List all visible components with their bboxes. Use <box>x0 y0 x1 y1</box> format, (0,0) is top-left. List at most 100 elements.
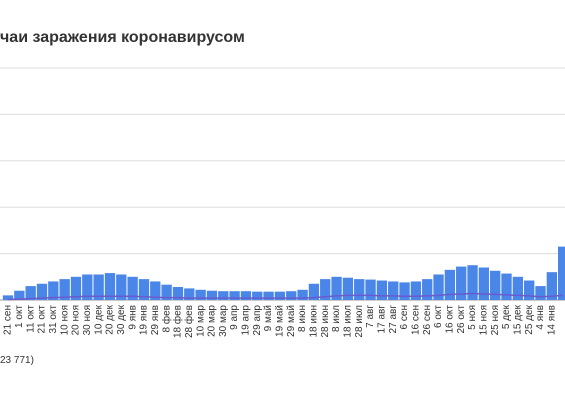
bar <box>297 289 308 300</box>
x-tick-label: 25 дек <box>524 304 535 334</box>
bar <box>93 274 104 300</box>
bar <box>274 291 286 300</box>
x-tick-label: 15 ноя <box>479 305 490 335</box>
x-tick-label: 30 мар <box>218 305 229 337</box>
bar <box>558 246 565 300</box>
x-tick-label: 6 окт <box>433 305 444 328</box>
x-tick-label: 10 дек <box>93 304 104 334</box>
bar <box>127 276 138 300</box>
bar <box>252 291 263 300</box>
x-tick-label: 31 окт <box>48 305 59 334</box>
bar <box>376 280 388 300</box>
bar <box>150 281 161 300</box>
x-tick-label: 9 янв <box>127 305 138 330</box>
x-tick-label: 8 фев <box>160 305 172 332</box>
footnote: 23 771) <box>0 355 34 366</box>
bar <box>535 286 546 300</box>
bar <box>263 291 274 300</box>
bar <box>116 274 127 300</box>
bar <box>354 279 365 300</box>
bar <box>218 291 229 300</box>
x-tick-label: 4 янв <box>535 305 546 330</box>
x-tick-label: 5 дек <box>501 304 512 329</box>
bar <box>501 273 512 300</box>
x-tick-label: 20 дек <box>105 304 116 334</box>
line <box>7 292 564 301</box>
x-tick-label: 16 окт <box>445 305 456 334</box>
x-tick-label: 16 сен <box>411 305 422 335</box>
x-tick-label: 21 сен <box>3 305 14 335</box>
x-tick-label: 10 ноя <box>59 305 70 335</box>
x-tick-label: 15 дек <box>512 304 523 334</box>
x-tick-label: 18 июл <box>343 305 354 338</box>
x-tick-label: 27 авг <box>388 305 399 334</box>
bar <box>365 279 376 300</box>
x-tick-label: 29 май <box>286 305 297 337</box>
bar <box>25 286 36 300</box>
bar <box>490 270 501 300</box>
x-tick-label: 26 сен <box>422 305 433 335</box>
x-tick-label: 26 окт <box>456 305 467 334</box>
x-tick-label: 20 мар <box>207 305 218 337</box>
bar <box>286 291 297 300</box>
x-tick-label: 29 апр <box>252 305 263 336</box>
x-tick-label: 28 июл <box>354 305 365 338</box>
chart-title: чаи заражения коронавирусом <box>0 29 245 46</box>
bar <box>512 276 524 300</box>
bar <box>240 291 252 300</box>
bar <box>331 276 342 300</box>
bar <box>36 283 48 300</box>
x-tick-label: 29 янв <box>150 305 161 335</box>
x-tick-label: 28 фев <box>183 305 195 338</box>
x-tick-label: 6 сен <box>399 305 410 329</box>
x-tick-label: 10 мар <box>195 305 206 337</box>
x-tick-label: 1 окт <box>14 305 25 328</box>
bar <box>388 281 399 300</box>
bar <box>410 281 422 300</box>
bar <box>308 283 320 300</box>
bar <box>546 272 558 300</box>
bar <box>206 290 218 300</box>
bar <box>433 274 444 300</box>
bar <box>229 291 240 300</box>
bar <box>104 273 116 300</box>
bar <box>195 289 206 300</box>
bar <box>172 287 184 300</box>
bar <box>456 266 467 300</box>
bar <box>14 290 25 300</box>
x-tick-label: 18 июн <box>309 305 320 338</box>
x-tick-label: 5 ноя <box>467 305 478 330</box>
bar <box>2 295 14 300</box>
x-tick-label: 19 апр <box>241 305 252 336</box>
x-tick-label: 9 апр <box>229 305 240 330</box>
x-tick-label: 19 май <box>275 305 286 337</box>
bar <box>342 277 354 300</box>
x-tick-label: 17 авг <box>377 305 388 334</box>
bar <box>444 269 456 300</box>
x-tick-label: 28 июн <box>320 305 331 338</box>
x-tick-label: 7 авг <box>365 305 376 328</box>
x-tick-label: 18 фев <box>172 305 184 338</box>
bar <box>161 284 172 300</box>
x-tick-label: 21 окт <box>37 305 48 334</box>
x-tick-label: 14 янв <box>546 305 557 335</box>
x-tick-label: 8 июл <box>331 305 342 332</box>
bar <box>422 279 433 300</box>
bar <box>82 274 93 300</box>
bar <box>138 279 150 300</box>
bar <box>399 282 410 300</box>
x-tick-label: 8 июн <box>297 305 308 332</box>
bar <box>320 279 331 300</box>
x-tick-label: 20 ноя <box>71 305 82 335</box>
x-tick-label: 30 ноя <box>82 305 93 335</box>
bar <box>478 267 490 300</box>
x-tick-label: 9 май <box>263 305 274 331</box>
bar <box>184 288 195 300</box>
x-tick-label: 11 окт <box>25 305 36 333</box>
bar <box>70 276 82 300</box>
bar <box>48 281 59 300</box>
bar <box>59 279 70 300</box>
bar <box>467 265 478 300</box>
x-tick-label: 19 янв <box>139 305 150 335</box>
